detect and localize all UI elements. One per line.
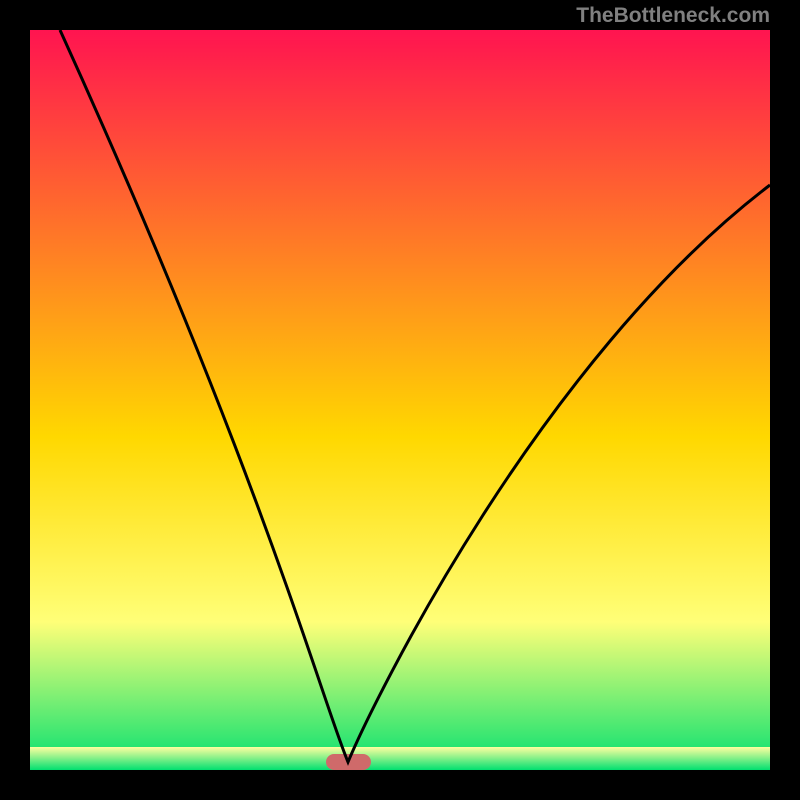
chart-container: TheBottleneck.com bbox=[0, 0, 800, 800]
bottom-green-band bbox=[30, 747, 770, 770]
bottleneck-marker bbox=[326, 754, 371, 770]
watermark-text: TheBottleneck.com bbox=[576, 4, 770, 28]
plot-area bbox=[30, 30, 770, 770]
